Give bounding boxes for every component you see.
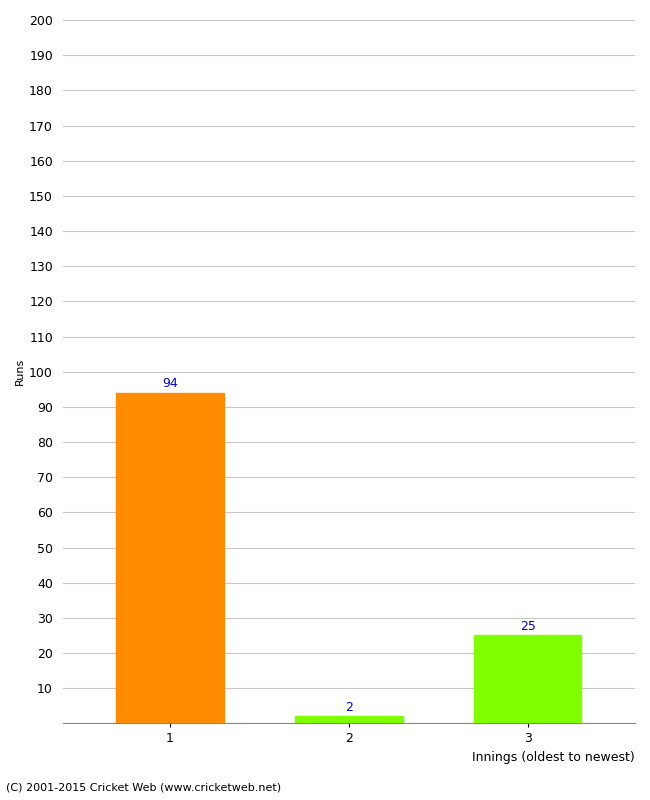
- Text: 25: 25: [520, 620, 536, 633]
- Text: 2: 2: [345, 701, 353, 714]
- Bar: [116, 393, 224, 723]
- Text: 94: 94: [162, 377, 178, 390]
- Text: Innings (oldest to newest): Innings (oldest to newest): [473, 751, 635, 765]
- Text: (C) 2001-2015 Cricket Web (www.cricketweb.net): (C) 2001-2015 Cricket Web (www.cricketwe…: [6, 782, 281, 792]
- Bar: [474, 635, 581, 723]
- Bar: [295, 716, 402, 723]
- Y-axis label: Runs: Runs: [15, 358, 25, 386]
